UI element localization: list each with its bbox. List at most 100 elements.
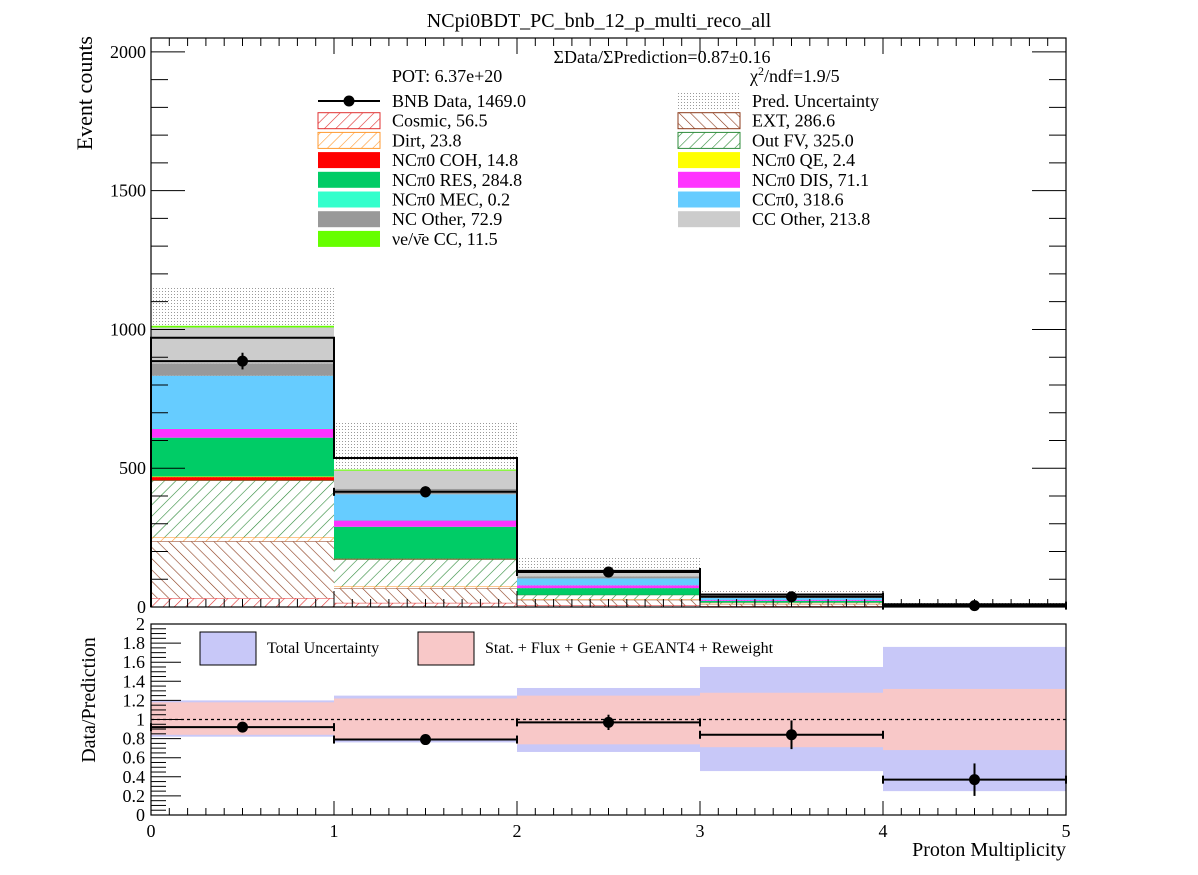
stack-segment bbox=[334, 559, 517, 587]
stack-segment bbox=[151, 363, 334, 376]
data-point bbox=[237, 355, 248, 367]
x-tick-label: 3 bbox=[696, 821, 705, 841]
x-tick-label: 2 bbox=[513, 821, 522, 841]
legend-swatch bbox=[678, 171, 740, 188]
legend-swatch bbox=[317, 131, 381, 149]
ratio-point bbox=[237, 721, 248, 733]
ratio-point bbox=[603, 716, 614, 728]
stack-segment bbox=[517, 594, 700, 600]
ratio-point bbox=[420, 734, 431, 746]
ratio-y-tick-label: 0.8 bbox=[123, 729, 146, 749]
stat-uncertainty-band bbox=[334, 698, 517, 739]
ratio-y-tick-label: 0.2 bbox=[123, 786, 146, 806]
legend-label: NCπ0 COH, 14.8 bbox=[392, 150, 518, 170]
legend-label: NCπ0 RES, 284.8 bbox=[392, 170, 522, 190]
stack-segment bbox=[151, 375, 334, 429]
legend-swatch bbox=[318, 191, 380, 208]
chart-title: NCpi0BDT_PC_bnb_12_p_multi_reco_all bbox=[427, 10, 772, 32]
stack-segment bbox=[151, 541, 334, 599]
stack-segment bbox=[334, 520, 517, 527]
legend-label-data: BNB Data, 1469.0 bbox=[392, 91, 526, 111]
legend-label: CCπ0, 318.6 bbox=[752, 190, 844, 210]
legend-label: EXT, 286.6 bbox=[752, 111, 835, 131]
ratio-y-tick-label: 0 bbox=[136, 805, 145, 825]
legend-label: Out FV, 325.0 bbox=[752, 130, 854, 150]
legend-swatch bbox=[678, 152, 740, 169]
pot-label: POT: 6.37e+20 bbox=[392, 66, 502, 86]
top-plot: 0 500 1000 1500 2000 bbox=[110, 37, 1067, 617]
stack-segment bbox=[517, 578, 700, 586]
stack-segment bbox=[151, 537, 334, 542]
ratio-point bbox=[786, 729, 797, 741]
x-tick-label: 1 bbox=[330, 821, 339, 841]
y-axis-label-bottom: Data/Prediction bbox=[78, 637, 100, 763]
stack-segment bbox=[151, 477, 334, 481]
data-point bbox=[603, 566, 614, 578]
stack-segment bbox=[334, 494, 517, 521]
legend-swatch bbox=[318, 230, 380, 247]
legend-swatch-pred-uncertainty bbox=[678, 93, 740, 109]
stack-segment bbox=[334, 470, 517, 489]
y-tick-label: 0 bbox=[137, 597, 146, 617]
legend-swatch bbox=[678, 211, 740, 228]
data-point bbox=[786, 591, 797, 603]
ratio-y-tick-label: 1.4 bbox=[123, 671, 146, 691]
legend-label: νe/ν̄e CC, 11.5 bbox=[392, 229, 498, 249]
legend-swatch bbox=[318, 171, 380, 188]
y-tick-label: 2000 bbox=[110, 42, 146, 62]
stack-segment bbox=[151, 428, 334, 430]
stack-segment bbox=[151, 480, 334, 538]
legend-swatch bbox=[677, 112, 741, 130]
stack-segment bbox=[334, 520, 517, 521]
legend-label: NCπ0 DIS, 71.1 bbox=[752, 170, 869, 190]
legend-swatch bbox=[317, 112, 381, 130]
legend-swatch bbox=[678, 191, 740, 208]
stack-segment bbox=[151, 325, 334, 328]
legend-label: Cosmic, 56.5 bbox=[392, 111, 488, 131]
y-axis-label-top: Event counts bbox=[72, 36, 97, 150]
ratio-y-tick-label: 1.8 bbox=[123, 633, 146, 653]
legend-swatch bbox=[318, 211, 380, 228]
ratio-y-tick-label: 0.6 bbox=[123, 748, 146, 768]
stack-segment bbox=[151, 428, 334, 438]
legend-swatch-total-uncertainty bbox=[199, 631, 257, 666]
data-point bbox=[420, 486, 431, 498]
stack-segment bbox=[334, 469, 517, 471]
legend-label-total-uncertainty: Total Uncertainty bbox=[267, 640, 379, 657]
legend-label: NC Other, 72.9 bbox=[392, 209, 502, 229]
ratio-y-tick-label: 1.2 bbox=[123, 690, 146, 710]
legend-label: NCπ0 MEC, 0.2 bbox=[392, 190, 510, 210]
ratio-point bbox=[969, 774, 980, 786]
legend-swatch-stat-uncertainty bbox=[417, 631, 475, 666]
x-tick-label: 4 bbox=[879, 821, 888, 841]
legend-label: NCπ0 QE, 2.4 bbox=[752, 150, 855, 170]
legend-label-stat-uncertainty: Stat. + Flux + Genie + GEANT4 + Reweight bbox=[485, 640, 774, 657]
stack-segment bbox=[517, 585, 700, 589]
x-axis-label: Proton Multiplicity bbox=[912, 839, 1066, 861]
stack-segment bbox=[517, 588, 700, 595]
stack-segment bbox=[334, 586, 517, 589]
legend-label: Dirt, 23.8 bbox=[392, 130, 462, 150]
ratio-y-tick-label: 0.4 bbox=[123, 767, 146, 787]
legend-label-pred-uncertainty: Pred. Uncertainty bbox=[752, 91, 879, 111]
y-tick-label: 500 bbox=[119, 458, 146, 478]
ratio-plot: 00.20.40.60.811.21.41.61.820 1 2 3 4 5 bbox=[123, 614, 1071, 841]
y-tick-label: 1000 bbox=[110, 319, 146, 339]
stack-segment bbox=[151, 437, 334, 477]
y-tick-label: 1500 bbox=[110, 181, 146, 201]
ratio-y-tick-label: 1 bbox=[136, 710, 145, 730]
ratio-y-tick-label: 2 bbox=[136, 614, 145, 634]
x-tick-label: 0 bbox=[147, 821, 156, 841]
stack-segment bbox=[151, 476, 334, 478]
legend-swatch bbox=[318, 152, 380, 169]
legend-swatch bbox=[677, 131, 741, 149]
chi2-label: χ2/ndf=1.9/5 bbox=[749, 64, 840, 86]
legend-label: CC Other, 213.8 bbox=[752, 209, 870, 229]
x-tick-label: 5 bbox=[1062, 821, 1071, 841]
stack-segment bbox=[334, 588, 517, 603]
legend-marker-data bbox=[343, 95, 355, 107]
stack-segment bbox=[334, 558, 517, 560]
stack-segment bbox=[334, 526, 517, 559]
